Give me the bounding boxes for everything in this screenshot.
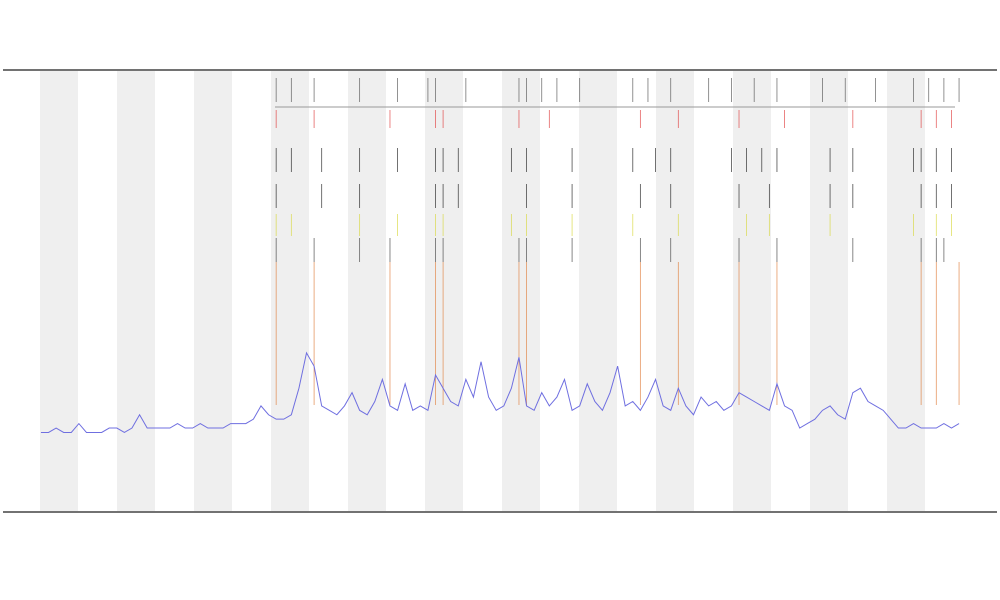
night-band [579,71,617,511]
shading [40,71,925,511]
night-band [656,71,694,511]
plot [40,78,960,434]
night-band [887,71,925,511]
night-band [425,71,463,511]
night-band [40,71,78,511]
night-band [348,71,386,511]
night-band [810,71,848,511]
series-line [40,351,960,434]
night-band [194,71,232,511]
night-band [271,71,309,511]
night-band [117,71,155,511]
night-band [502,71,540,511]
